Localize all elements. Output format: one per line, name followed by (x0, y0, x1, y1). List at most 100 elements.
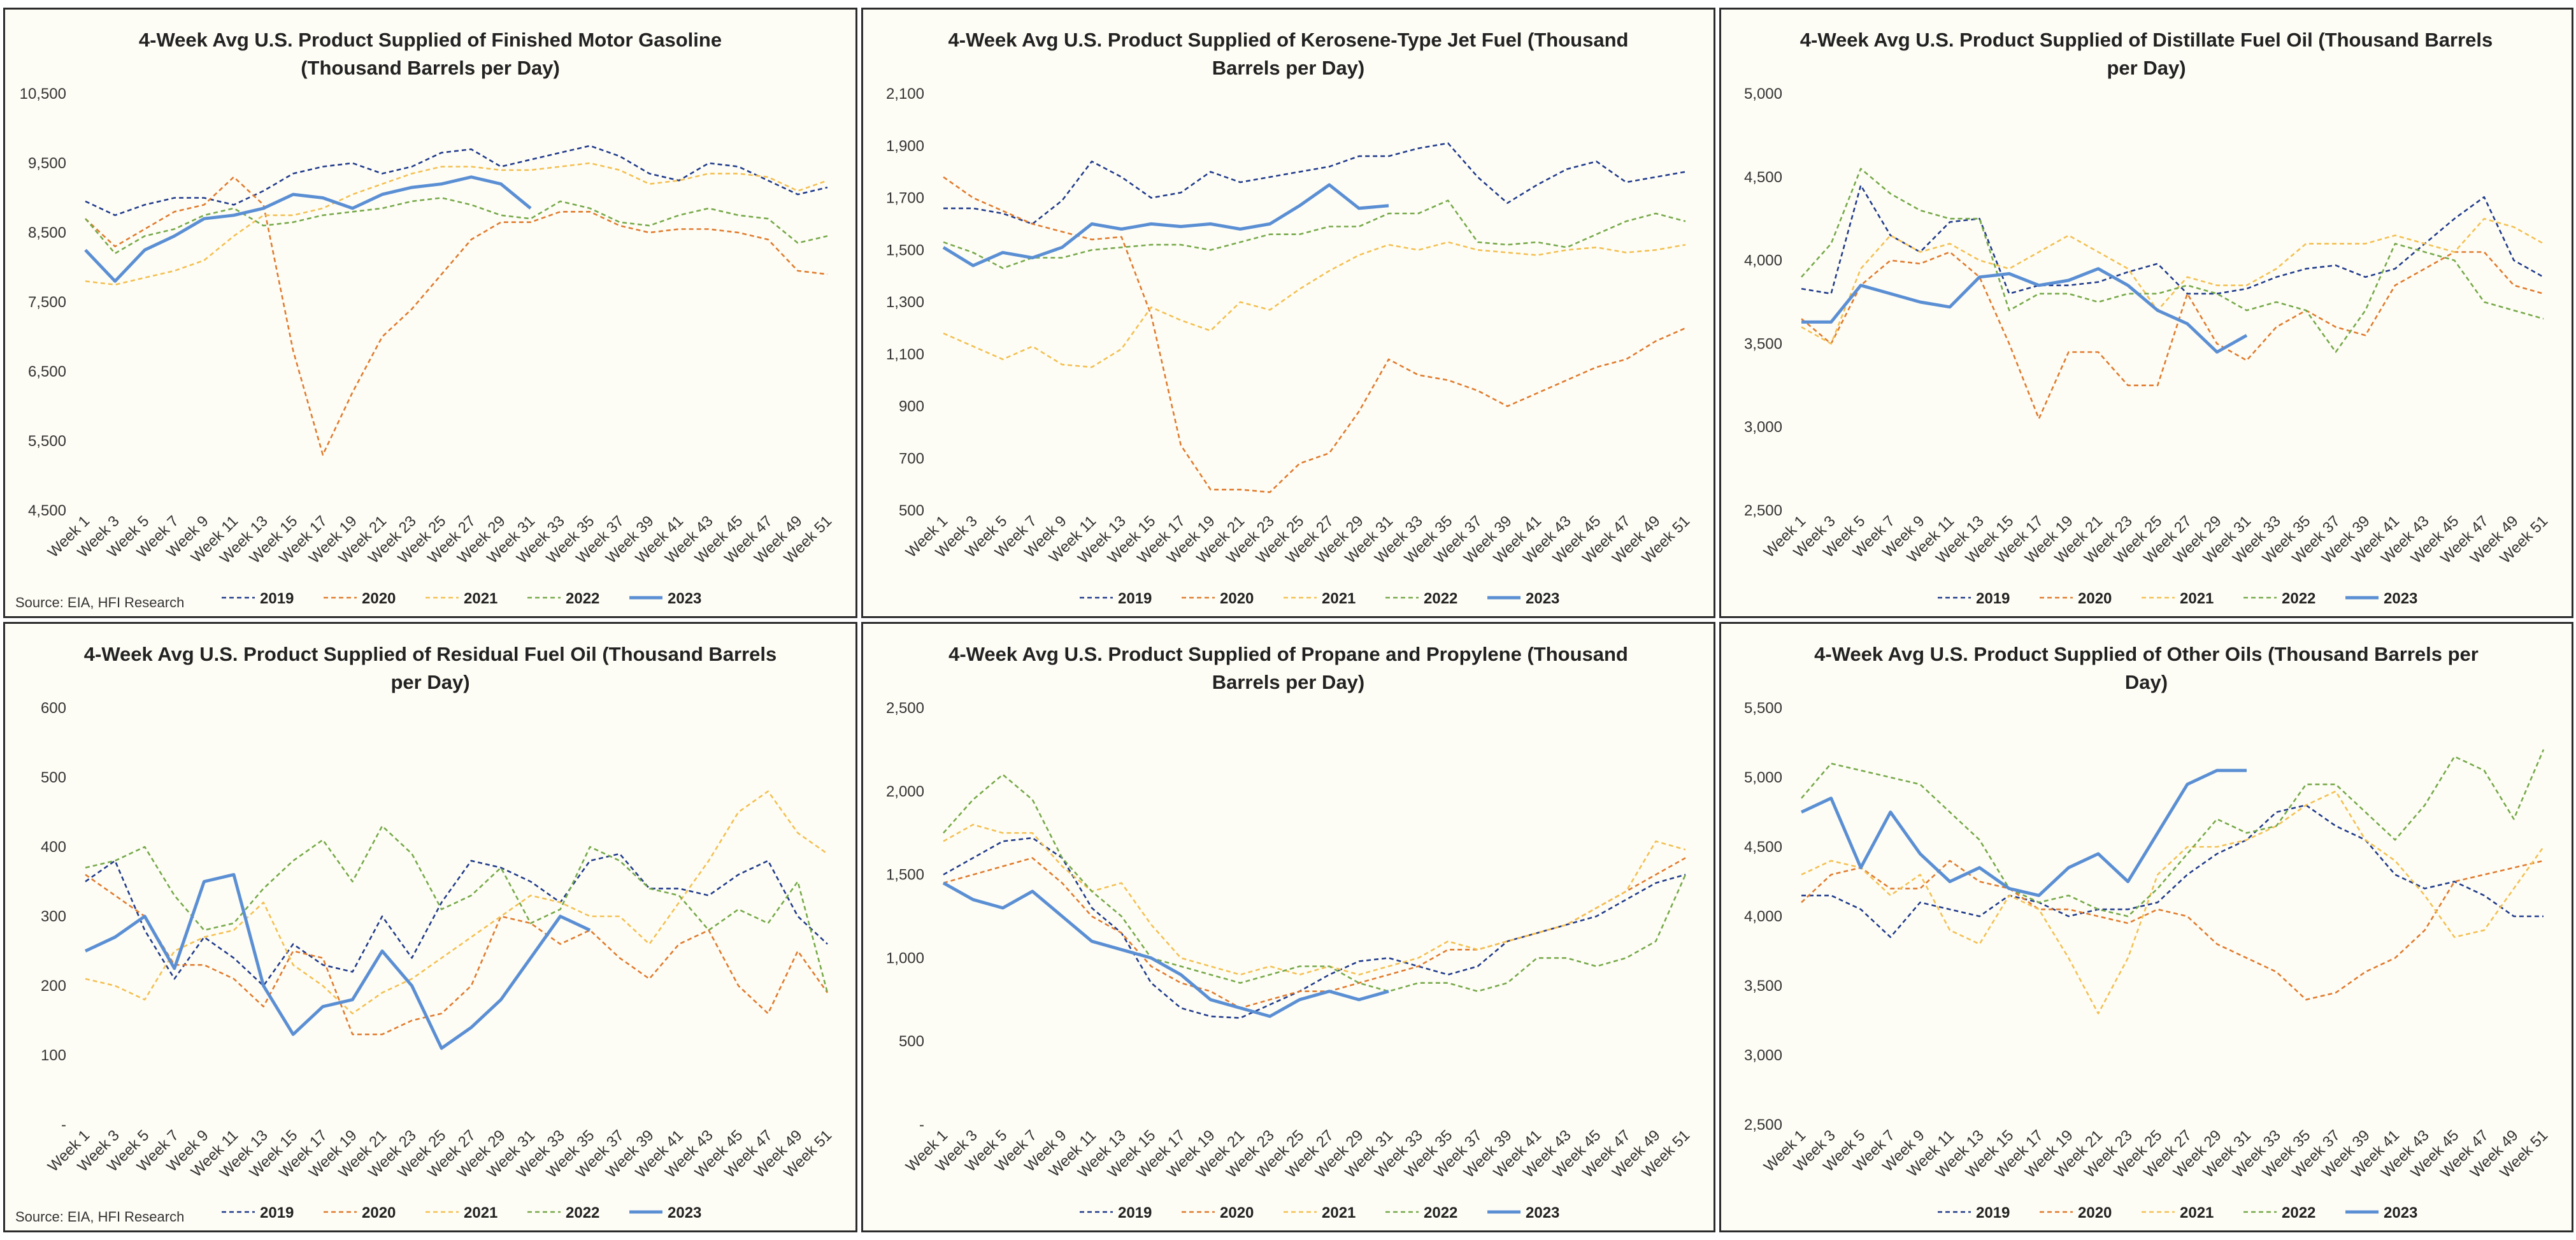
legend-label: 2021 (464, 590, 497, 607)
series-line-2023 (84, 175, 532, 283)
legend-label: 2021 (1322, 1204, 1356, 1222)
y-tick-label: 200 (41, 977, 66, 995)
chart-title: 4-Week Avg U.S. Product Supplied of Kero… (948, 29, 1629, 79)
y-tick-label: 700 (899, 450, 924, 467)
y-tick-label: 4,500 (1744, 169, 1782, 186)
y-tick-label: 500 (899, 502, 924, 519)
chart-panel-jet-fuel: 4-Week Avg U.S. Product Supplied of Kero… (861, 8, 1715, 618)
legend-label: 2020 (2078, 1204, 2112, 1222)
legend-label: 2019 (260, 1204, 294, 1222)
legend-label: 2022 (1424, 1204, 1457, 1222)
line-chart-other-oils: 2,5003,0003,5004,0004,5005,0005,500Week … (1744, 700, 2551, 1222)
series-line-2023 (1800, 768, 2247, 897)
y-tick-label: 3,000 (1744, 419, 1782, 436)
legend-label: 2022 (566, 590, 599, 607)
y-tick-label: 5,500 (28, 433, 66, 450)
chart-panel-distillate: 4-Week Avg U.S. Product Supplied of Dist… (1719, 8, 2573, 618)
series-line-2021 (943, 241, 1686, 368)
series-line-2019 (85, 853, 828, 987)
legend-label: 2020 (362, 1204, 396, 1222)
y-tick-label: 4,000 (1744, 908, 1782, 925)
y-tick-label: 1,300 (886, 294, 924, 311)
series-line-2022 (943, 774, 1687, 993)
y-tick-label: 600 (41, 700, 66, 717)
y-tick-label: 3,500 (1744, 335, 1782, 352)
y-tick-label: 2,000 (886, 783, 924, 800)
y-tick-label: 10,500 (20, 85, 66, 103)
y-tick-label: 400 (41, 839, 66, 856)
legend-label: 2023 (1526, 590, 1559, 607)
y-tick-label: 2,500 (1744, 502, 1782, 519)
legend-label: 2023 (2384, 1204, 2417, 1222)
y-tick-label: 500 (899, 1033, 924, 1050)
y-tick-label: 2,500 (886, 700, 924, 717)
y-tick-label: 1,700 (886, 190, 924, 207)
legend-label: 2023 (1526, 1204, 1559, 1222)
chart-title: 4-Week Avg U.S. Product Supplied of Fini… (138, 29, 722, 79)
legend-label: 2020 (1220, 590, 1254, 607)
legend-label: 2019 (1118, 1204, 1152, 1222)
y-tick-label: - (61, 1116, 66, 1134)
line-chart-jet-fuel: 5007009001,1001,3001,5001,7001,9002,100W… (886, 85, 1693, 607)
chart-panel-gasoline: 4-Week Avg U.S. Product Supplied of Fini… (3, 8, 857, 618)
legend-label: 2022 (566, 1204, 599, 1222)
y-tick-label: 1,900 (886, 138, 924, 155)
chart-panel-propane: 4-Week Avg U.S. Product Supplied of Prop… (861, 622, 1715, 1232)
y-tick-label: 4,500 (1744, 839, 1782, 856)
legend-label: 2021 (1322, 590, 1356, 607)
series-line-2019 (943, 142, 1686, 225)
legend-label: 2023 (668, 1204, 701, 1222)
series-line-2020 (1801, 251, 2544, 420)
series-line-2019 (1801, 184, 2544, 295)
series-line-2023 (942, 183, 1389, 268)
y-tick-label: 1,500 (886, 867, 924, 884)
y-tick-label: 9,500 (28, 155, 66, 172)
series-line-2023 (942, 881, 1389, 1018)
y-tick-label: 500 (41, 769, 66, 786)
y-tick-label: 6,500 (28, 363, 66, 380)
y-tick-label: 3,000 (1744, 1047, 1782, 1064)
legend-label: 2021 (2180, 1204, 2214, 1222)
legend-label: 2021 (464, 1204, 497, 1222)
y-tick-label: 5,000 (1744, 769, 1782, 786)
series-line-2020 (1801, 860, 2544, 1001)
y-tick-label: 8,500 (28, 224, 66, 242)
legend-label: 2022 (2282, 590, 2315, 607)
y-tick-label: 300 (41, 908, 66, 925)
y-tick-label: 7,500 (28, 294, 66, 311)
series-line-2022 (1801, 749, 2545, 918)
y-tick-label: 2,500 (1744, 1116, 1782, 1134)
series-line-2019 (1801, 804, 2544, 939)
legend-label: 2020 (362, 590, 396, 607)
legend-label: 2019 (1118, 590, 1152, 607)
legend-label: 2019 (260, 590, 294, 607)
source-note: Source: EIA, HFI Research (15, 595, 185, 610)
y-tick-label: 1,000 (886, 949, 924, 967)
series-line-2023 (84, 873, 591, 1050)
series-line-2021 (85, 162, 828, 286)
series-line-2021 (1801, 217, 2544, 345)
legend-label: 2022 (1424, 590, 1457, 607)
chart-title: 4-Week Avg U.S. Product Supplied of Prop… (948, 643, 1628, 693)
series-line-2019 (85, 145, 828, 217)
series-line-2020 (943, 857, 1686, 1009)
y-tick-label: 5,500 (1744, 700, 1782, 717)
legend-label: 2023 (2384, 590, 2417, 607)
chart-panel-residual: 4-Week Avg U.S. Product Supplied of Resi… (3, 622, 857, 1232)
y-tick-label: 4,500 (28, 502, 66, 519)
y-tick-label: 900 (899, 398, 924, 415)
source-note: Source: EIA, HFI Research (15, 1209, 185, 1225)
legend-label: 2019 (1976, 590, 2010, 607)
y-tick-label: - (919, 1116, 924, 1134)
series-line-2021 (943, 823, 1686, 976)
line-chart-gasoline: 4,5005,5006,5007,5008,5009,50010,500Week… (20, 85, 836, 607)
legend-label: 2020 (1220, 1204, 1254, 1222)
series-line-2022 (85, 825, 829, 993)
y-tick-label: 100 (41, 1047, 66, 1064)
series-line-2022 (943, 199, 1686, 270)
chart-title: 4-Week Avg U.S. Product Supplied of Resi… (83, 643, 777, 693)
series-line-2020 (85, 176, 828, 456)
